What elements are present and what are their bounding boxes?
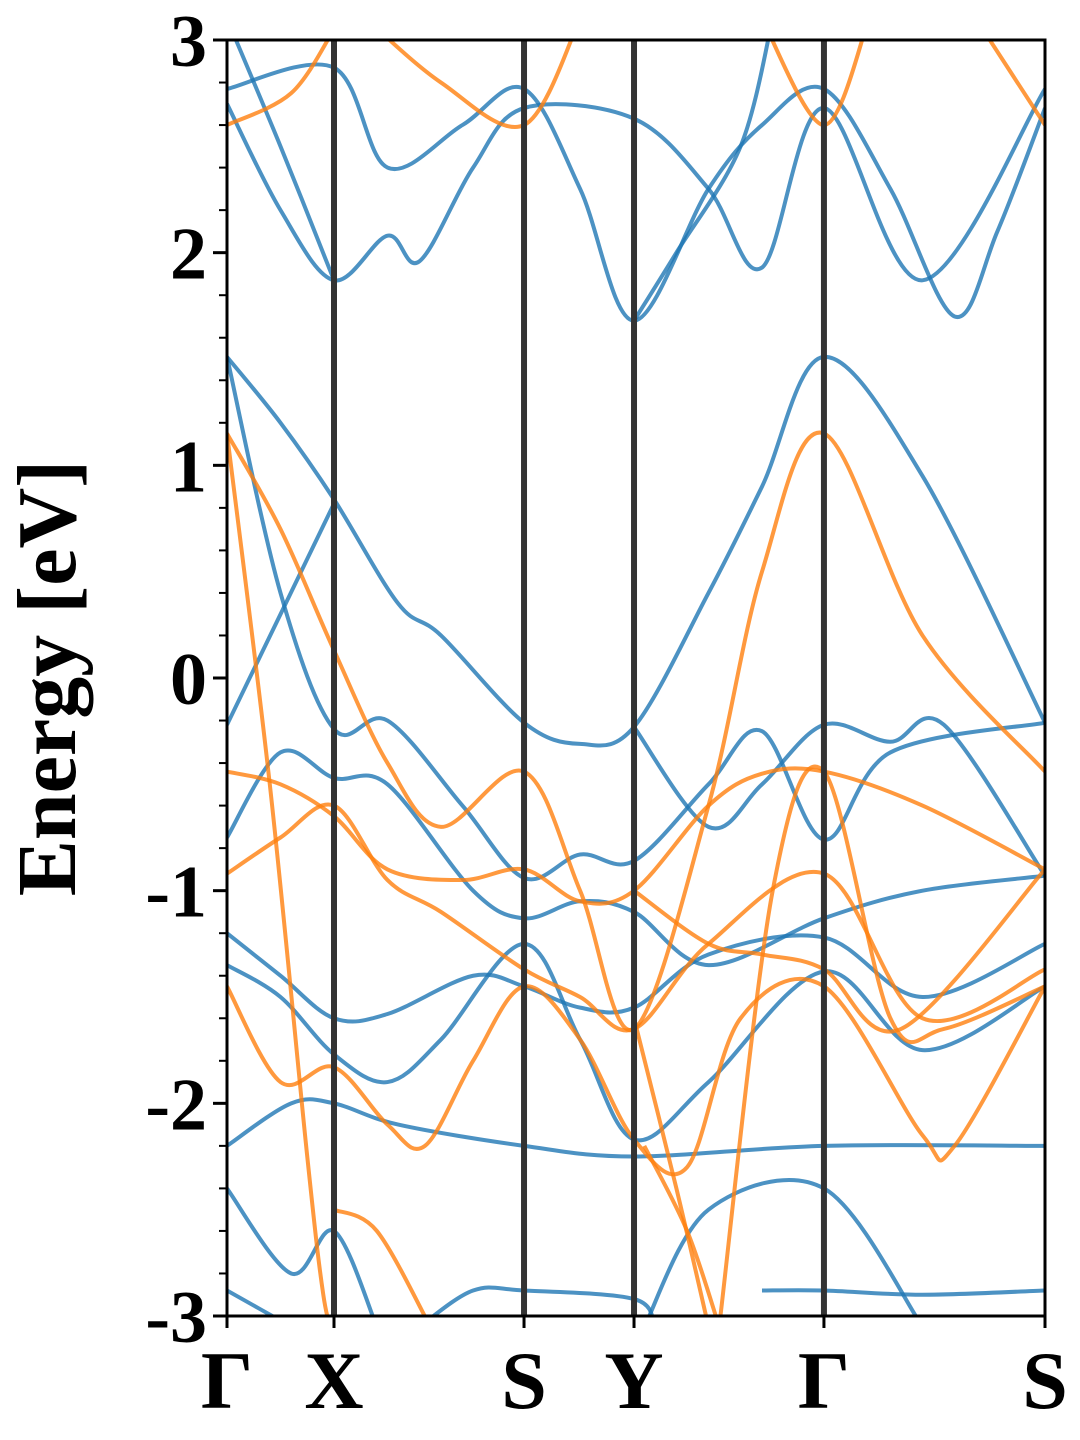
spin-up-band-9 [647,1178,919,1316]
x-tick-label-2: S [501,1335,547,1426]
y-tick-label-5: 2 [170,214,207,296]
spin-up-band-8 [227,1187,375,1316]
y-tick-label-2: -1 [145,852,207,934]
y-tick-label-1: -2 [145,1064,207,1146]
spin-down-band-6 [227,40,331,127]
x-tick-label-0: Γ [201,1335,253,1426]
spin-up-band-13 [227,62,1045,323]
spin-down-band-2 [227,766,1045,906]
spin-down-band-4 [227,976,1045,1177]
y-tick-label-4: 1 [170,426,207,508]
x-tick-label-5: S [1022,1335,1068,1426]
spin-down-band-0 [227,430,1045,1033]
spin-up-band-11 [430,1285,655,1316]
y-tick-label-3: 0 [170,639,207,721]
spin-up-band-10 [227,1288,277,1316]
spin-up-band-2 [227,502,336,726]
spin-down-band-7 [386,40,574,129]
x-tick-label-3: Y [604,1335,663,1426]
kpoint-lines [330,40,827,1316]
spin-down-band-12 [642,1144,718,1316]
x-tick-label-1: X [304,1335,363,1426]
y-tick-label-6: 3 [170,1,207,83]
spin-down-band-1 [227,433,330,1316]
spin-up-band-1 [227,356,1045,882]
spin-down-band-10 [632,1017,709,1316]
spin-up-band-16 [632,40,771,322]
spin-up-band-3 [227,748,1045,968]
x-tick-label-4: Γ [798,1335,850,1426]
y-tick-label-0: -3 [145,1277,207,1359]
y-axis-label: Energy [eV] [1,460,94,896]
spin-up-band-14 [227,87,1045,283]
spin-down-band-9 [987,40,1045,127]
spin-up-band-15 [233,40,336,282]
spin-up-band-0 [227,354,1045,748]
spin-down-band-5 [333,1207,427,1316]
spin-down-band-13 [718,764,1045,1316]
spin-up-band-12 [761,1288,1045,1297]
y-axis: -3 -2 -1 0 1 2 3 [145,1,227,1359]
